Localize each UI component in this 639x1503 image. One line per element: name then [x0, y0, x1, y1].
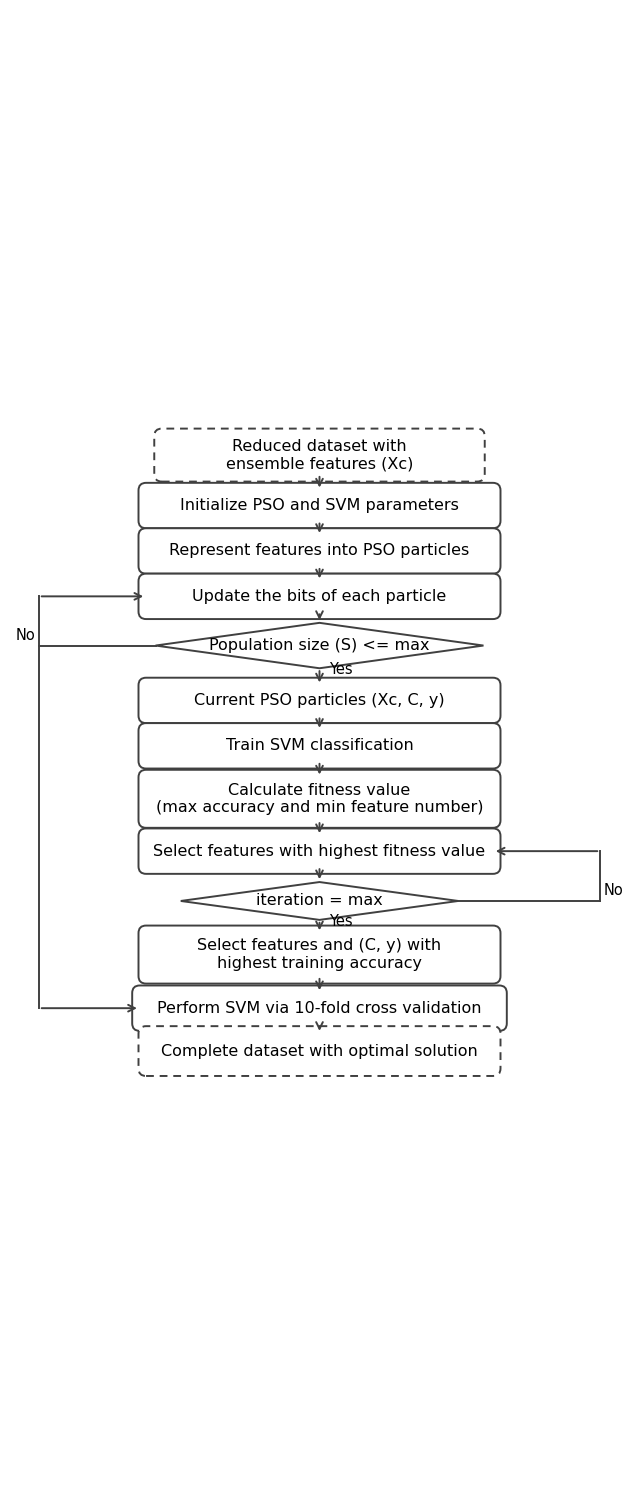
FancyBboxPatch shape — [139, 528, 500, 574]
Text: iteration = max: iteration = max — [256, 893, 383, 908]
Polygon shape — [181, 882, 458, 920]
Text: Select features with highest fitness value: Select features with highest fitness val… — [153, 843, 486, 858]
Text: Update the bits of each particle: Update the bits of each particle — [192, 589, 447, 604]
Text: Complete dataset with optimal solution: Complete dataset with optimal solution — [161, 1043, 478, 1058]
Text: Reduced dataset with
ensemble features (Xc): Reduced dataset with ensemble features (… — [226, 439, 413, 472]
FancyBboxPatch shape — [139, 770, 500, 828]
Text: Select features and (C, y) with
highest training accuracy: Select features and (C, y) with highest … — [197, 938, 442, 971]
Text: Represent features into PSO particles: Represent features into PSO particles — [169, 544, 470, 559]
Text: Perform SVM via 10-fold cross validation: Perform SVM via 10-fold cross validation — [157, 1001, 482, 1016]
FancyBboxPatch shape — [139, 678, 500, 723]
FancyBboxPatch shape — [139, 926, 500, 983]
Text: Population size (S) <= max: Population size (S) <= max — [209, 639, 430, 652]
FancyBboxPatch shape — [139, 723, 500, 768]
FancyBboxPatch shape — [154, 428, 485, 481]
Text: Train SVM classification: Train SVM classification — [226, 738, 413, 753]
Text: Initialize PSO and SVM parameters: Initialize PSO and SVM parameters — [180, 497, 459, 513]
Text: No: No — [603, 884, 623, 899]
Text: No: No — [16, 628, 36, 643]
FancyBboxPatch shape — [139, 574, 500, 619]
Text: Yes: Yes — [329, 661, 353, 676]
Polygon shape — [155, 622, 484, 669]
Text: Calculate fitness value
(max accuracy and min feature number): Calculate fitness value (max accuracy an… — [156, 783, 483, 815]
FancyBboxPatch shape — [139, 482, 500, 528]
FancyBboxPatch shape — [139, 1027, 500, 1076]
FancyBboxPatch shape — [132, 986, 507, 1031]
FancyBboxPatch shape — [139, 828, 500, 873]
Text: Yes: Yes — [329, 914, 353, 929]
Text: Current PSO particles (Xc, C, y): Current PSO particles (Xc, C, y) — [194, 693, 445, 708]
